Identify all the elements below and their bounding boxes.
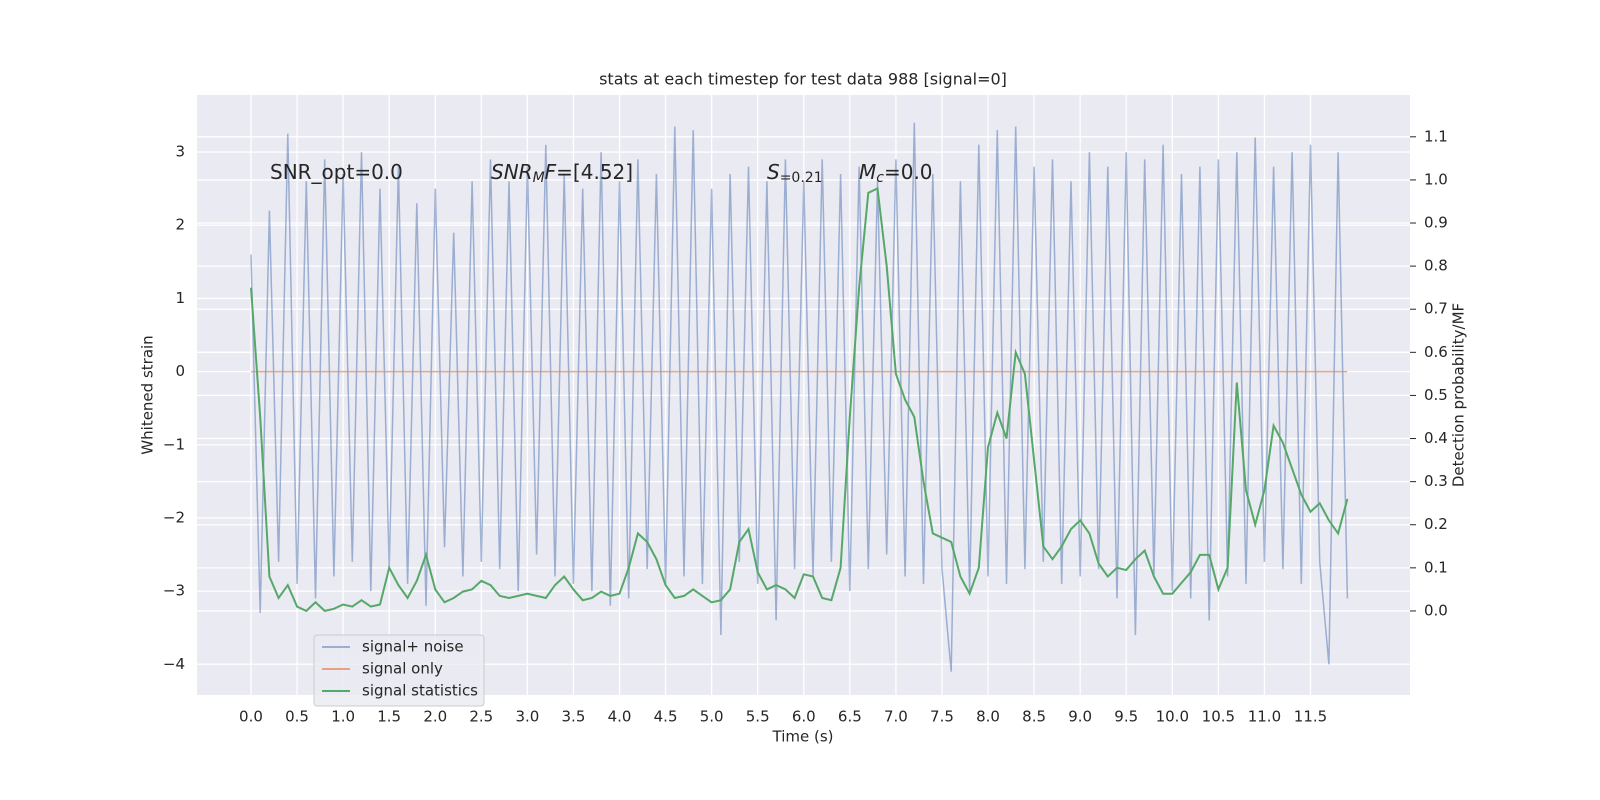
y-tick-label: −1 [163,435,185,453]
y2-tick-label: 0.5 [1424,386,1448,404]
x-tick-label: 2.5 [469,708,493,726]
y2-tick-label: 0.7 [1424,300,1448,318]
y2-axis-label: Detection probability/MF [1450,303,1468,487]
x-tick-label: 7.0 [884,708,908,726]
series-line [250,187,1349,613]
legend-label: signal statistics [362,682,478,700]
annotation: Mc=0.0 [859,160,933,187]
legend-box [313,634,485,707]
x-tick-label: 0.0 [239,708,263,726]
annotation-part: SNR_opt=0.0 [270,160,403,184]
legend-label: signal+ noise [362,638,464,656]
annotation-part: S [767,160,780,184]
legend-label: signal only [362,660,443,678]
y2-tick-label: 0.0 [1424,601,1448,619]
annotation-part: SNR [491,160,533,184]
y2-tick-label: 1.1 [1424,127,1448,145]
x-tick-label: 11.0 [1248,708,1281,726]
annotation: SNR_opt=0.0 [270,160,403,184]
annotation-part: c [876,170,884,186]
x-tick-label: 2.0 [423,708,447,726]
annotation-part: =0.0 [884,160,933,184]
x-tick-label: 6.0 [792,708,816,726]
y2-tick-label: 0.4 [1424,429,1448,447]
annotation-part: =0.21 [780,170,823,186]
series-line [250,122,1349,672]
y2-tick-label: 0.3 [1424,472,1448,490]
x-tick-label: 7.5 [930,708,954,726]
annotation: S=0.21 [767,160,823,187]
x-tick-label: 6.5 [838,708,862,726]
y-tick-label: 0 [175,362,185,380]
annotation-part: F [545,160,557,184]
y2-tick-label: 0.2 [1424,515,1448,533]
y-tick-label: −3 [163,582,185,600]
x-tick-label: 10.0 [1156,708,1189,726]
y-tick-label: 3 [175,143,185,161]
x-tick-label: 4.0 [608,708,632,726]
x-tick-label: 9.5 [1114,708,1138,726]
annotation-part: =[4.52] [556,160,633,184]
x-axis-label: Time (s) [772,728,834,746]
x-tick-label: 8.0 [976,708,1000,726]
x-tick-label: 5.0 [700,708,724,726]
x-tick-label: 3.5 [562,708,586,726]
annotation-part: M [859,160,876,184]
annotation-part: M [533,170,545,186]
labels: 0.0 0.5 1.0 1.5 2.0 2.5 3.0 3.5 4.0 4.5 5.0 5.5 6.0 6… [163,127,1448,725]
y2-tick-label: 0.8 [1424,257,1448,275]
annotation: SNRMF=[4.52] [491,160,633,187]
x-tick-label: 9.0 [1068,708,1092,726]
x-tick-label: 3.0 [515,708,539,726]
y-tick-label: 2 [175,216,185,234]
y-tick-label: −4 [163,655,185,673]
x-tick-label: 5.5 [746,708,770,726]
x-tick-label: 11.5 [1294,708,1327,726]
x-tick-label: 8.5 [1022,708,1046,726]
y2-tick-label: 0.9 [1424,214,1448,232]
x-tick-label: 1.0 [331,708,355,726]
y2-tick-label: 0.6 [1424,343,1448,361]
x-tick-label: 10.5 [1202,708,1235,726]
y-tick-label: 1 [175,289,185,307]
x-tick-label: 1.5 [377,708,401,726]
chart-title: stats at each timestep for test data 988… [599,70,1007,89]
y2-tick-label: 1.0 [1424,170,1448,188]
y-axis-label: Whitened strain [139,335,157,454]
x-tick-label: 0.5 [285,708,309,726]
y2-tick-label: 0.1 [1424,558,1448,576]
marks [250,122,1349,672]
y-tick-label: −2 [163,508,185,526]
x-tick-label: 4.5 [654,708,678,726]
